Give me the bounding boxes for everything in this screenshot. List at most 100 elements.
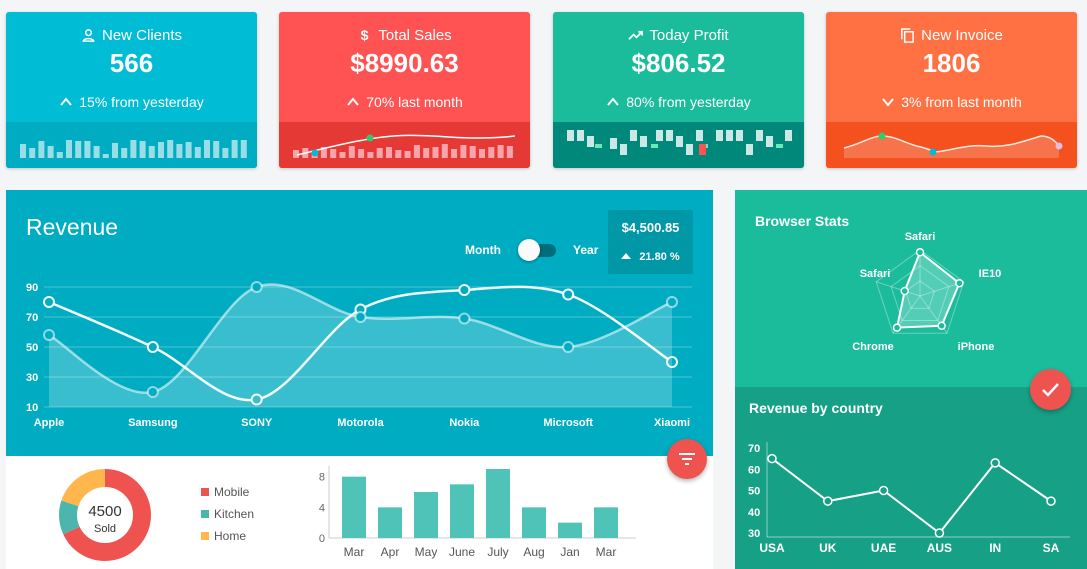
bar: [522, 507, 546, 538]
browser-stats-panel: Browser Stats Safari IE10 iPhone Chrome Safa…: [735, 190, 1087, 387]
spark-block: [656, 130, 663, 141]
radar-point: [937, 321, 946, 331]
spark-bar: [204, 140, 210, 158]
revenue-line-chart: 10 30 50 70 90 Apple Samsung SONY Motorola Nokia M…: [26, 281, 692, 429]
sparkline-area: [826, 122, 1077, 168]
spark-point: [311, 149, 319, 157]
stat-value: 1806: [922, 48, 981, 78]
x-tick-label: Samsung: [128, 417, 178, 429]
spark-bar: [497, 145, 504, 158]
spark-block: [785, 130, 792, 141]
data-point: [43, 296, 55, 308]
spark-bar: [293, 150, 299, 158]
spark-bar: [213, 141, 220, 158]
stat-value: $8990.63: [350, 48, 459, 78]
data-point: [43, 329, 55, 341]
browser-radar-chart: Safari IE10 iPhone Chrome Safari: [852, 231, 1001, 353]
spark-bar: [47, 146, 54, 158]
person-icon: [82, 29, 95, 42]
stat-change: 3% from last month: [826, 94, 1077, 110]
legend-label: Mobile: [214, 485, 250, 499]
stat-title: New Invoice: [826, 27, 1077, 44]
sparkline-combo: [293, 134, 516, 158]
radar-grid: [875, 249, 965, 334]
spark-bar: [167, 140, 174, 158]
stat-title: Today Profit: [553, 27, 804, 44]
y-tick-label: 70: [26, 312, 38, 324]
spark-block: [726, 130, 733, 141]
radar-axis-label: Safari: [860, 268, 891, 280]
stat-change: 15% from yesterday: [6, 94, 257, 110]
data-point: [934, 528, 945, 538]
check-icon: [1042, 383, 1059, 397]
legend-item-home: Home: [201, 529, 246, 543]
radar-axis-label: Safari: [905, 231, 936, 243]
spark-bar: [194, 147, 201, 158]
stat-card-total-sales[interactable]: $ Total Sales $8990.63 70% last month: [279, 12, 530, 168]
chevron-up-icon: [607, 97, 620, 106]
y-tick-label: 8: [319, 472, 325, 484]
spark-point: [878, 132, 886, 140]
radar-point: [900, 286, 909, 296]
toggle-knob[interactable]: [518, 239, 540, 261]
dollar-icon: $: [361, 28, 369, 43]
spark-bar: [413, 145, 420, 158]
y-tick-label: 4: [319, 502, 325, 514]
stat-title-label: Total Sales: [378, 27, 452, 44]
y-tick-label: 0: [319, 533, 325, 545]
spark-bar: [330, 149, 337, 158]
spark-bar: [231, 140, 238, 158]
spark-point: [1055, 142, 1063, 150]
chevron-up-icon: [60, 97, 73, 106]
bar: [450, 484, 474, 538]
spark-bar: [148, 146, 155, 158]
sparkline-bars: [20, 140, 247, 158]
x-tick-label: SA: [1043, 541, 1060, 555]
spark-bar: [84, 141, 91, 158]
spark-block: [766, 136, 773, 147]
spark-bar: [66, 140, 72, 158]
stat-change-label: 15% from yesterday: [79, 94, 204, 110]
stat-card-today-profit[interactable]: Today Profit $806.52 80% from yesterday: [553, 12, 804, 168]
filter-button[interactable]: [667, 439, 707, 479]
stat-title: New Clients: [6, 27, 257, 44]
spark-block: [620, 144, 627, 155]
x-tick-label: UAE: [871, 541, 896, 555]
spark-bar: [38, 141, 45, 158]
spark-bar: [139, 141, 146, 158]
stat-card-new-invoice[interactable]: New Invoice 1806 3% from last month: [826, 12, 1077, 168]
stat-card-new-clients[interactable]: New Clients 566 15% from yesterday: [6, 12, 257, 168]
sparkline-discrete: [567, 130, 792, 155]
spark-block: [630, 130, 637, 141]
data-point: [562, 288, 575, 301]
data-point: [250, 281, 263, 293]
spark-bar: [432, 147, 439, 158]
spark-bar: [339, 152, 346, 158]
spark-block: [610, 138, 617, 149]
x-tick-label: Jan: [560, 545, 579, 559]
spark-block: [776, 144, 783, 148]
stat-title: $ Total Sales: [279, 27, 530, 44]
bar: [594, 507, 618, 538]
x-tick-label: UK: [819, 541, 837, 555]
bar: [414, 492, 438, 538]
revenue-title: Revenue: [26, 214, 119, 240]
sparkline-area: [279, 122, 530, 168]
check-button[interactable]: [1030, 369, 1071, 410]
spark-block: [746, 144, 753, 155]
bar: [342, 476, 366, 538]
spark-bar: [441, 144, 448, 158]
spark-bar: [20, 144, 26, 158]
spark-bar: [75, 141, 82, 158]
radar-area: [895, 250, 961, 329]
spark-bar: [404, 151, 411, 158]
donut-slice: [59, 469, 151, 561]
x-tick-label: Apr: [381, 545, 400, 559]
stat-card-header: Today Profit $806.52 80% from yesterday: [553, 12, 804, 122]
spark-bar: [102, 154, 109, 158]
radar-axis-label: Chrome: [852, 341, 894, 353]
stat-change-label: 3% from last month: [901, 94, 1022, 110]
x-tick-label: June: [449, 545, 475, 559]
spark-block: [651, 144, 658, 148]
y-tick-label: 50: [26, 342, 38, 354]
